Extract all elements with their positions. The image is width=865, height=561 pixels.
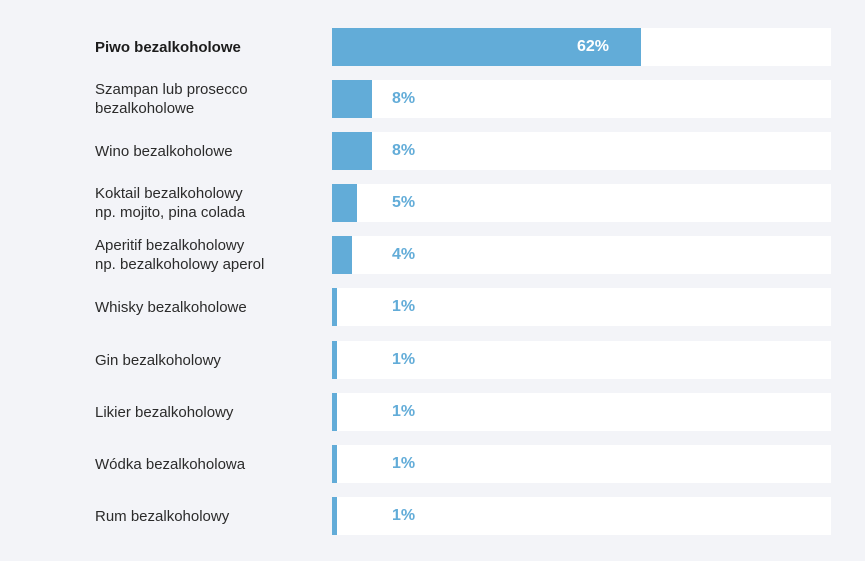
value-label: 1% <box>392 298 416 315</box>
bar-row: Likier bezalkoholowy 1% <box>0 393 865 431</box>
category-label: Gin bezalkoholowy <box>95 351 221 369</box>
bar-row: Wódka bezalkoholowa 1% <box>0 445 865 483</box>
value-label: 1% <box>392 507 416 524</box>
bar-track: 1% <box>332 393 831 431</box>
value-label: 8% <box>392 90 416 107</box>
bar-track: 1% <box>332 341 831 379</box>
bar <box>332 132 372 170</box>
bar-track: 8% <box>332 80 831 118</box>
bar-track: 62% <box>332 28 831 66</box>
value-label: 1% <box>392 403 416 420</box>
bar-row: Koktail bezalkoholowy np. mojito, pina c… <box>0 184 865 222</box>
category-label: Wódka bezalkoholowa <box>95 455 246 473</box>
bar <box>332 80 372 118</box>
value-label: 62% <box>577 38 610 55</box>
category-label: Piwo bezalkoholowe <box>95 38 241 56</box>
value-label: 1% <box>392 351 416 368</box>
value-label: 1% <box>392 455 416 472</box>
bar <box>332 445 337 483</box>
category-label: Wino bezalkoholowe <box>95 142 233 160</box>
bar-row: Szampan lub prosecco bezalkoholowe 8% <box>0 80 865 118</box>
bar-row: Aperitif bezalkoholowy np. bezalkoholowy… <box>0 236 865 274</box>
category-label: Koktail bezalkoholowy np. mojito, pina c… <box>95 185 246 221</box>
bar-track: 1% <box>332 497 831 535</box>
category-label: Rum bezalkoholowy <box>95 507 230 525</box>
bar-row: Whisky bezalkoholowe 1% <box>0 288 865 326</box>
bar-track: 1% <box>332 288 831 326</box>
bar <box>332 393 337 431</box>
category-label: Likier bezalkoholowy <box>95 403 234 421</box>
bar <box>332 288 337 326</box>
bar-row: Gin bezalkoholowy 1% <box>0 341 865 379</box>
value-label: 5% <box>392 194 416 211</box>
value-label: 8% <box>392 142 416 159</box>
bar-row: Piwo bezalkoholowe 62% <box>0 28 865 66</box>
category-label: Szampan lub prosecco bezalkoholowe <box>95 81 248 117</box>
bar-row: Rum bezalkoholowy 1% <box>0 497 865 535</box>
bar-row: Wino bezalkoholowe 8% <box>0 132 865 170</box>
category-label: Aperitif bezalkoholowy np. bezalkoholowy… <box>95 237 265 273</box>
bar-track: 5% <box>332 184 831 222</box>
bar <box>332 184 357 222</box>
category-label: Whisky bezalkoholowe <box>95 298 247 316</box>
bar-track: 4% <box>332 236 831 274</box>
bar <box>332 236 352 274</box>
bar <box>332 28 641 66</box>
value-label: 4% <box>392 246 416 263</box>
bar-track: 8% <box>332 132 831 170</box>
bar-track: 1% <box>332 445 831 483</box>
bar <box>332 341 337 379</box>
bar <box>332 497 337 535</box>
